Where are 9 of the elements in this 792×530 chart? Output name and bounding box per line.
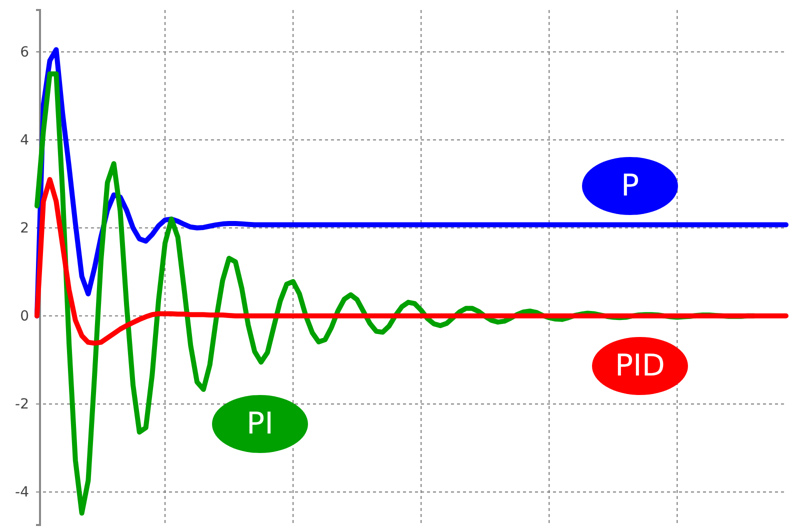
y-tick-label: 0	[20, 308, 29, 324]
y-tick-label: 6	[20, 44, 30, 60]
series-label: PI	[246, 406, 274, 442]
series-label: P	[620, 168, 640, 204]
series-label: PID	[614, 348, 666, 384]
y-tick-label: 2	[20, 220, 29, 236]
y-tick-label: -2	[15, 396, 29, 412]
y-tick-label: 4	[20, 132, 30, 148]
y-tick-label: -4	[15, 484, 30, 500]
